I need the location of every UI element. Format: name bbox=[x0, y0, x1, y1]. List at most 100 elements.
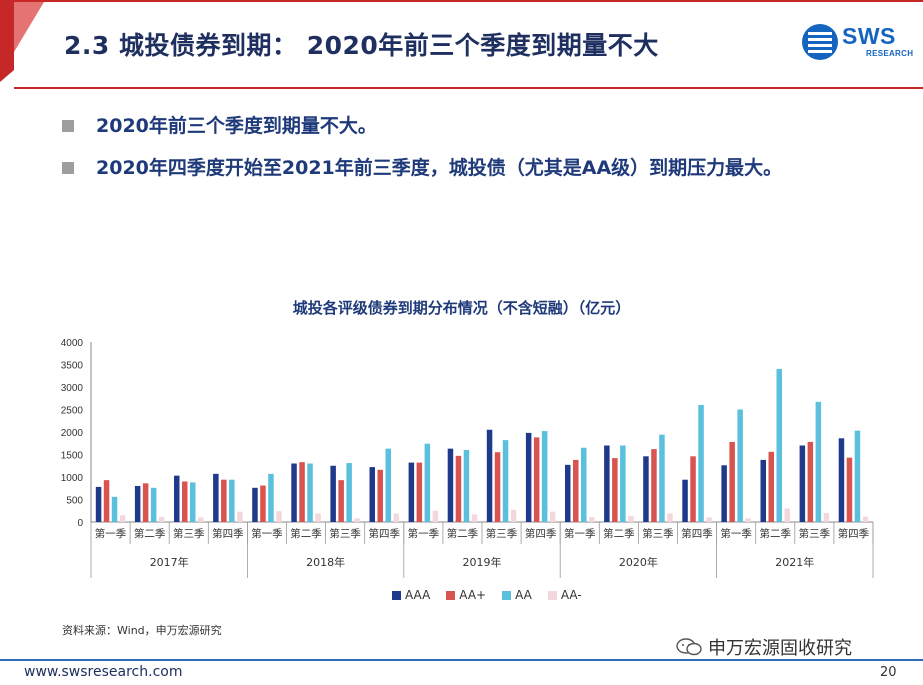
bar bbox=[174, 475, 180, 522]
bar bbox=[95, 486, 102, 522]
legend-item: AAA bbox=[392, 588, 430, 602]
page-number: 20 bbox=[880, 665, 897, 680]
bar bbox=[784, 508, 790, 522]
bullet-text: 2020年四季度开始至2021年前三季度，城投债（尤其是AA级）到期压力最大。 bbox=[96, 157, 783, 179]
bar bbox=[486, 429, 493, 522]
bar bbox=[541, 431, 548, 522]
x-tick-label: 第二季 bbox=[134, 527, 166, 540]
legend-item: AA- bbox=[547, 588, 582, 602]
bar bbox=[525, 432, 532, 522]
bar bbox=[291, 463, 297, 522]
x-tick-label: 第三季 bbox=[486, 527, 518, 540]
bar bbox=[745, 518, 751, 522]
bar bbox=[612, 458, 618, 522]
bar bbox=[385, 448, 391, 522]
y-tick-label: 1000 bbox=[61, 473, 84, 484]
bar bbox=[604, 445, 610, 522]
footer-url[interactable]: www.swsresearch.com bbox=[24, 664, 183, 680]
bar bbox=[823, 513, 830, 522]
logo-text: SWS bbox=[842, 23, 896, 49]
wechat-icon bbox=[676, 638, 702, 656]
bar bbox=[581, 447, 587, 522]
bar bbox=[807, 441, 814, 522]
legend-label: AA+ bbox=[459, 588, 487, 602]
bar bbox=[682, 479, 688, 522]
legend-swatch bbox=[502, 590, 512, 600]
bar bbox=[315, 513, 321, 522]
bar bbox=[862, 516, 869, 522]
bar bbox=[213, 473, 219, 522]
bullet-item: 2020年前三个季度到期量不大。 bbox=[62, 112, 892, 140]
x-tick-label: 第一季 bbox=[720, 527, 752, 540]
bar bbox=[408, 462, 415, 522]
bar bbox=[651, 449, 657, 522]
legend-label: AA bbox=[515, 588, 532, 602]
bar bbox=[268, 473, 274, 522]
x-tick-label: 第三季 bbox=[799, 527, 831, 540]
bar bbox=[190, 482, 196, 522]
x-tick-label: 第四季 bbox=[369, 527, 401, 540]
bar bbox=[698, 405, 704, 522]
bar bbox=[237, 511, 243, 522]
bar bbox=[729, 441, 735, 522]
bar bbox=[510, 509, 517, 522]
wechat-account-name: 申万宏源固收研究 bbox=[708, 638, 852, 659]
red-accent-light bbox=[14, 2, 44, 52]
bar bbox=[221, 479, 227, 522]
bar bbox=[620, 445, 626, 522]
x-tick-label: 第四季 bbox=[681, 527, 713, 540]
header-band bbox=[0, 0, 923, 89]
bar bbox=[565, 464, 571, 522]
bar bbox=[142, 483, 149, 522]
bar bbox=[690, 456, 696, 522]
x-tick-label: 第一季 bbox=[95, 527, 127, 540]
legend-swatch bbox=[392, 590, 401, 600]
bar bbox=[768, 451, 774, 522]
bar bbox=[721, 465, 727, 522]
x-tick-label: 第四季 bbox=[525, 527, 557, 540]
bar bbox=[776, 369, 782, 522]
wechat-watermark: 申万宏源固收研究 bbox=[676, 634, 852, 660]
legend-label: AA- bbox=[560, 588, 582, 602]
bar bbox=[643, 456, 649, 522]
bar bbox=[158, 517, 165, 522]
bar bbox=[119, 515, 126, 522]
legend-item: AA+ bbox=[446, 588, 486, 602]
x-group-label: 2020年 bbox=[619, 555, 658, 569]
x-tick-label: 第一季 bbox=[251, 527, 283, 540]
chart-legend: AAA AA+ AA AA- bbox=[392, 588, 582, 602]
x-tick-label: 第三季 bbox=[642, 527, 674, 540]
bar bbox=[815, 401, 822, 522]
bar bbox=[502, 440, 509, 522]
bar bbox=[854, 430, 861, 522]
x-tick-label: 第一季 bbox=[564, 527, 596, 540]
source-note: 资料来源：Wind，申万宏源研究 bbox=[62, 624, 222, 637]
x-tick-label: 第一季 bbox=[408, 527, 440, 540]
page-title: 2.3 城投债券到期： 2020年前三个季度到期量不大 bbox=[64, 31, 659, 60]
bar bbox=[229, 479, 235, 522]
x-tick-label: 第二季 bbox=[603, 527, 635, 540]
bar bbox=[346, 463, 352, 522]
chart-title: 城投各评级债券到期分布情况（不含短融）（亿元） bbox=[292, 299, 631, 317]
y-tick-label: 3000 bbox=[61, 383, 84, 394]
bar bbox=[111, 496, 118, 522]
bar bbox=[354, 518, 360, 522]
bar bbox=[838, 438, 845, 522]
bar bbox=[455, 455, 462, 522]
bar bbox=[377, 469, 383, 522]
legend-swatch bbox=[547, 590, 557, 600]
x-tick-label: 第四季 bbox=[838, 527, 870, 540]
y-tick-label: 3500 bbox=[61, 361, 84, 372]
bar bbox=[533, 437, 540, 522]
logo-subtext: RESEARCH bbox=[866, 49, 914, 58]
legend-item: AA bbox=[502, 588, 532, 602]
bar bbox=[432, 510, 439, 522]
bar bbox=[252, 487, 258, 522]
bullet-square-icon bbox=[62, 120, 74, 132]
x-tick-label: 第二季 bbox=[760, 527, 792, 540]
bullet-item: 2020年四季度开始至2021年前三季度，城投债（尤其是AA级）到期压力最大。 bbox=[62, 154, 892, 182]
x-tick-label: 第三季 bbox=[329, 527, 361, 540]
y-tick-label: 2500 bbox=[61, 406, 84, 417]
bullet-square-icon bbox=[62, 162, 74, 174]
